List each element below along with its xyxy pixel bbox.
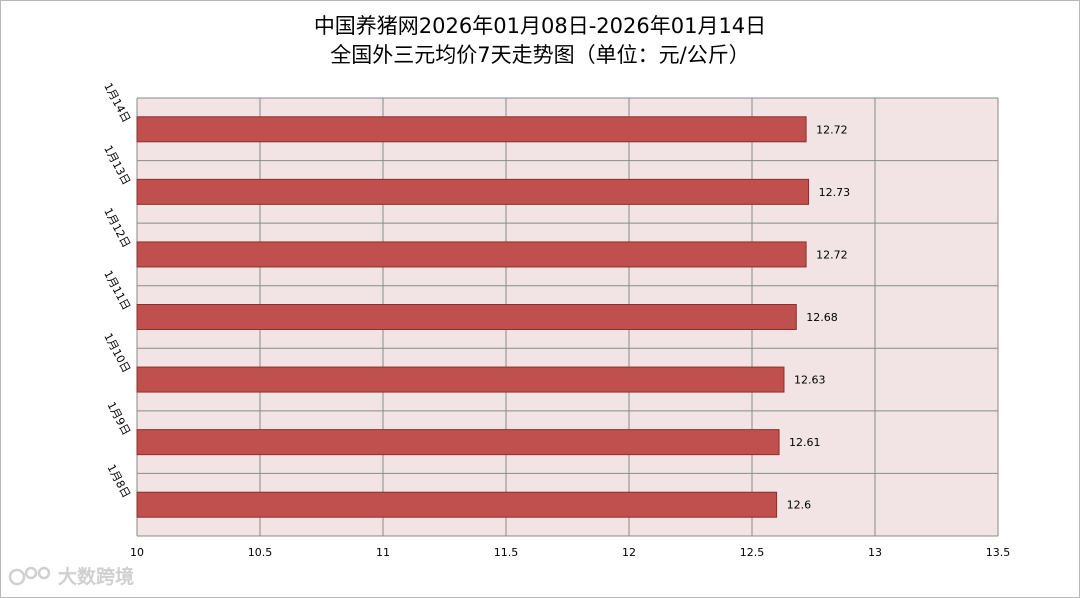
category-label: 1月9日 [104, 400, 132, 438]
x-tick-label: 11.5 [494, 546, 519, 559]
bar-value-label: 12.72 [816, 248, 848, 261]
watermark-logo-icon [8, 566, 51, 585]
category-label: 1月10日 [101, 331, 133, 375]
bar [136, 116, 807, 143]
chart-title-line1: 中国养猪网2026年01月08日-2026年01月14日 [313, 14, 767, 38]
x-tick-label: 12.5 [740, 546, 765, 559]
bar [136, 366, 785, 393]
bar [136, 304, 797, 330]
chart-title-line2: 全国外三元均价7天走势图（单位：元/公斤） [330, 43, 750, 67]
bar [136, 429, 780, 456]
x-tick-label: 10 [130, 546, 144, 559]
bar-value-label: 12.73 [819, 186, 851, 199]
bar-value-label: 12.72 [816, 123, 848, 136]
bar-value-label: 12.6 [787, 499, 812, 512]
category-label: 1月14日 [101, 81, 133, 125]
watermark-text: 大数跨境 [58, 566, 135, 588]
x-tick-label: 13 [868, 546, 882, 559]
bar-value-label: 12.61 [789, 436, 821, 449]
bar-value-label: 12.63 [794, 374, 826, 387]
category-label: 1月13日 [101, 143, 133, 187]
category-label: 1月8日 [104, 462, 132, 500]
chart-title: 中国养猪网2026年01月08日-2026年01月14日 全国外三元均价7天走势… [0, 12, 1080, 70]
x-tick-label: 12 [622, 546, 636, 559]
watermark: 大数跨境 [8, 562, 134, 589]
bar [136, 491, 778, 518]
bar-value-label: 12.68 [806, 311, 838, 324]
category-label: 1月12日 [101, 206, 133, 250]
x-tick-label: 11 [376, 546, 390, 559]
bar [136, 241, 807, 268]
bar [136, 178, 810, 205]
x-tick-label: 10.5 [248, 546, 273, 559]
x-tick-label: 13.5 [986, 546, 1011, 559]
category-label: 1月11日 [101, 268, 133, 312]
